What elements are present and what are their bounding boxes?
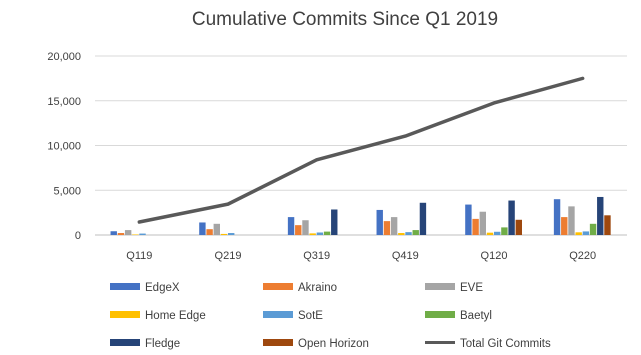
legend-label: EVE: [460, 282, 483, 294]
bar: [508, 200, 515, 235]
bar: [213, 223, 220, 235]
legend-label: Baetyl: [460, 310, 492, 322]
bar: [295, 225, 302, 235]
bar: [309, 233, 316, 235]
y-tick-label: 20,000: [47, 51, 81, 63]
bar: [206, 229, 213, 235]
legend-label: Total Git Commits: [460, 338, 551, 350]
x-tick-label: Q319: [303, 250, 330, 262]
bar: [419, 202, 427, 235]
bar: [501, 227, 508, 235]
bar: [323, 231, 331, 235]
bar: [553, 199, 561, 235]
bar: [287, 217, 295, 235]
legend-swatch: [110, 339, 140, 346]
bar: [302, 220, 309, 235]
x-tick-label: Q219: [215, 250, 242, 262]
legend-label: Akraino: [298, 282, 337, 294]
y-tick-label: 15,000: [47, 96, 81, 108]
x-tick-label: Q119: [126, 250, 152, 262]
x-tick-label: Q120: [481, 250, 508, 262]
bar: [582, 231, 590, 235]
y-tick-label: 5,000: [53, 185, 81, 197]
bar: [575, 232, 582, 235]
bar: [390, 217, 398, 235]
bar: [139, 233, 146, 235]
y-tick-label: 0: [75, 230, 81, 242]
bar: [472, 218, 479, 235]
bar: [589, 223, 597, 235]
legend-label: Home Edge: [145, 310, 206, 322]
bar: [398, 233, 405, 235]
bar: [405, 232, 412, 235]
legend-label: SotE: [298, 310, 323, 322]
bar: [479, 211, 486, 235]
bar: [412, 230, 419, 235]
bar: [117, 233, 125, 235]
legend-swatch: [263, 311, 293, 318]
bar: [515, 219, 522, 235]
bar: [132, 234, 139, 235]
bar: [568, 206, 575, 235]
y-tick-label: 10,000: [47, 141, 81, 153]
bar: [597, 196, 604, 235]
bar: [220, 233, 228, 235]
legend-label: Open Horizon: [298, 338, 369, 350]
chart-title: Cumulative Commits Since Q1 2019: [192, 9, 498, 30]
bar: [331, 209, 338, 235]
legend-swatch: [425, 283, 455, 290]
legend-label: EdgeX: [145, 282, 180, 294]
legend-label: Fledge: [145, 338, 180, 350]
x-tick-label: Q419: [392, 250, 419, 262]
bar: [465, 204, 472, 235]
bar: [199, 222, 206, 235]
legend-swatch: [110, 311, 140, 318]
bar: [110, 231, 117, 235]
legend-swatch: [110, 283, 140, 290]
bar: [228, 233, 235, 235]
bar: [604, 215, 611, 235]
legend-swatch: [263, 339, 293, 346]
bar: [561, 217, 568, 235]
legend-swatch: [263, 283, 293, 290]
bar: [376, 209, 383, 235]
x-tick-label: Q220: [569, 250, 596, 262]
bar: [494, 231, 501, 235]
bar: [316, 232, 324, 235]
bar: [486, 232, 494, 235]
legend-swatch: [425, 311, 455, 318]
bar: [383, 221, 391, 235]
bar: [124, 230, 132, 235]
total-commits-line: [137, 76, 585, 224]
